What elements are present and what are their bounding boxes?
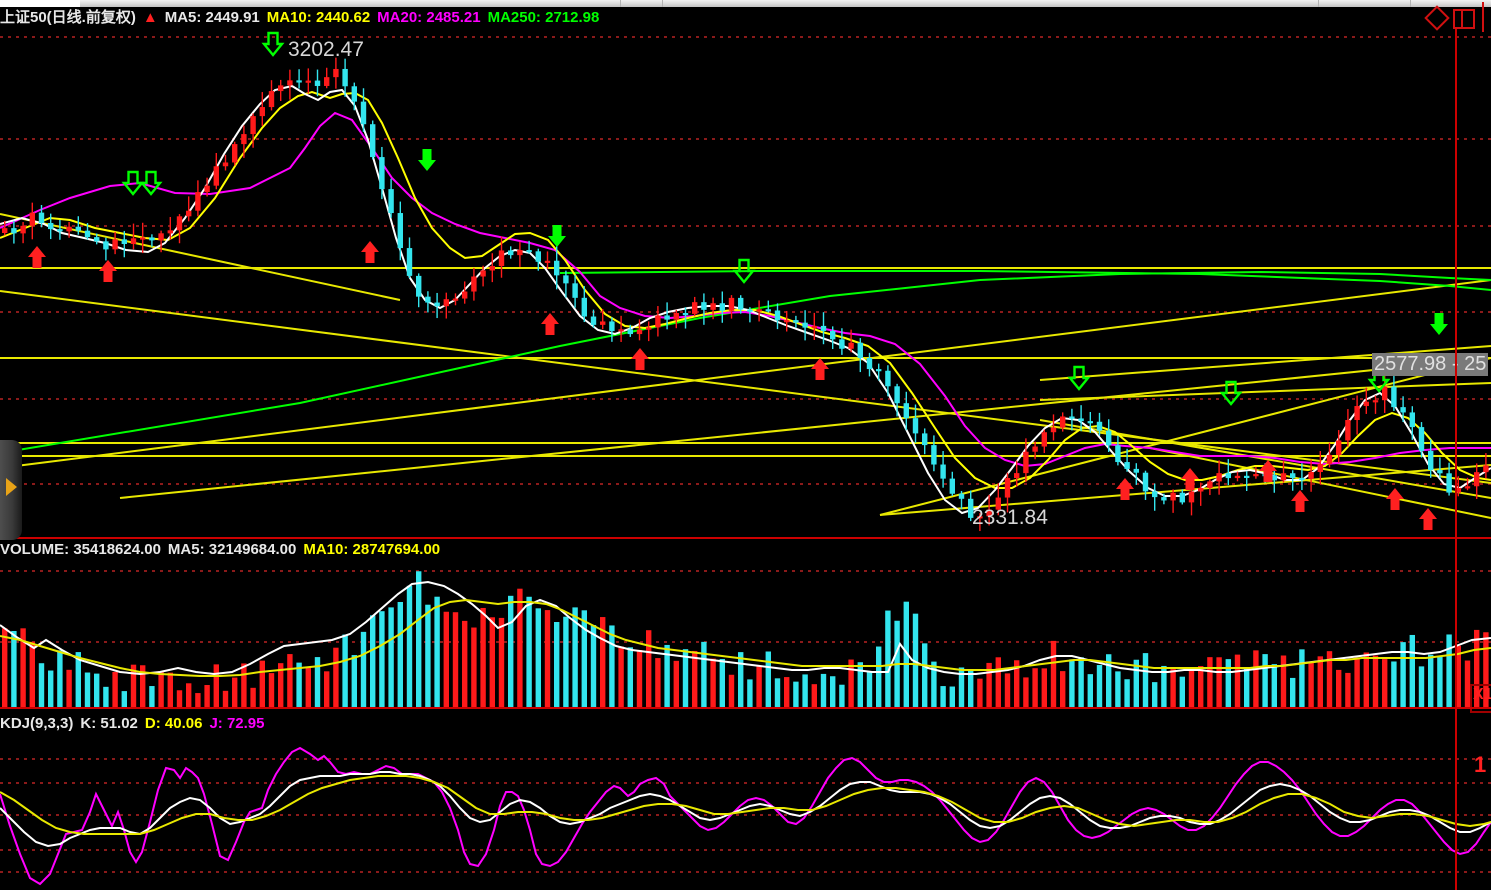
volume-legend: VOLUME: 35418624.00 MA5: 32149684.00 MA10:… — [0, 539, 447, 560]
signal-down-arrow — [121, 170, 145, 196]
legend-ma10[interactable]: MA10: 2440.62 — [266, 9, 371, 26]
kdj-d-line — [0, 775, 1491, 835]
ma250-line — [0, 270, 1491, 454]
high-price-label: 3202.47 — [288, 38, 364, 61]
signal-up-arrow — [361, 241, 379, 263]
kdj-k[interactable]: K: 51.02 — [80, 715, 138, 732]
separator-price-volume — [0, 537, 1491, 539]
separator-volume-kdj — [0, 707, 1491, 709]
signal-down-arrow — [1219, 380, 1243, 406]
price-range-label: 2577.98 - 25 — [1372, 353, 1489, 376]
kdj-j[interactable]: J: 72.95 — [209, 715, 265, 732]
signal-up-arrow — [1386, 488, 1404, 510]
main-chart-legend: 上证50(日线.前复权) ▲ MA5: 2449.91 MA10: 2440.62 MA… — [0, 7, 606, 28]
kdj-right-tag: 1 — [1474, 752, 1487, 777]
volume-chart-panel[interactable]: X1 — [0, 560, 1491, 713]
window-chrome — [0, 0, 1491, 7]
split-panel-icon[interactable] — [1453, 9, 1475, 29]
signal-up-arrow — [541, 313, 559, 335]
left-drawer-handle[interactable] — [0, 440, 22, 540]
volume-ma10[interactable]: MA10: 28747694.00 — [303, 541, 441, 558]
volume-bars — [2, 571, 1489, 707]
expand-arrow-icon — [6, 478, 17, 496]
signal-up-arrow — [99, 260, 117, 282]
volume-ma10-line — [0, 598, 1491, 677]
ma20-line — [0, 111, 1491, 468]
signal-up-arrow — [1181, 468, 1199, 490]
signal-down-arrow — [139, 170, 163, 196]
volume-gridlines — [0, 570, 1491, 643]
signal-up-arrow — [1259, 460, 1277, 482]
volume-ma5[interactable]: MA5: 32149684.00 — [167, 541, 297, 558]
volume-right-tag-box — [1470, 684, 1491, 713]
up-marker-icon: ▲ — [142, 9, 158, 26]
volume-title[interactable]: VOLUME: 35418624.00 — [0, 541, 161, 558]
candlestick-series — [2, 57, 1489, 532]
signal-up-arrow — [1116, 478, 1134, 500]
kdj-d[interactable]: D: 40.06 — [144, 715, 203, 732]
signal-up-arrow — [631, 348, 649, 370]
signal-down-arrow — [418, 149, 436, 171]
signal-markers — [28, 31, 1448, 530]
price-chart-panel[interactable]: 3202.47 2331.84 2577.98 - 25 — [0, 28, 1491, 538]
signal-up-arrow — [1419, 508, 1437, 530]
price-axis — [1455, 28, 1457, 890]
low-price-label: 2331.84 — [972, 506, 1048, 529]
signal-up-arrow — [1291, 490, 1309, 512]
diamond-icon[interactable] — [1424, 5, 1450, 31]
signal-down-arrow — [1430, 313, 1448, 335]
volume-ma5-line — [0, 580, 1491, 676]
legend-ma20[interactable]: MA20: 2485.21 — [377, 9, 481, 26]
kdj-chart-panel[interactable]: 1 — [0, 734, 1491, 890]
symbol-title[interactable]: 上证50(日线.前复权) — [0, 9, 136, 26]
kdj-legend: KDJ(9,3,3) K: 51.02 D: 40.06 J: 72.95 — [0, 713, 272, 734]
signal-down-arrow — [548, 225, 566, 247]
kdj-k-line — [0, 771, 1491, 848]
kdj-gridlines — [0, 758, 1491, 873]
volume-right-tag[interactable]: X1 — [1473, 686, 1491, 703]
signal-up-arrow — [811, 358, 829, 380]
signal-down-arrow — [261, 31, 285, 57]
legend-ma5[interactable]: MA5: 2449.91 — [164, 9, 260, 26]
legend-ma250[interactable]: MA250: 2712.98 — [487, 9, 600, 26]
ma250-line-b — [559, 270, 1491, 291]
signal-down-arrow — [1067, 365, 1091, 391]
signal-down-arrow — [732, 258, 756, 284]
vertical-divider-bar — [1482, 2, 1484, 32]
kdj-title[interactable]: KDJ(9,3,3) — [0, 715, 74, 732]
signal-up-arrow — [28, 246, 46, 268]
